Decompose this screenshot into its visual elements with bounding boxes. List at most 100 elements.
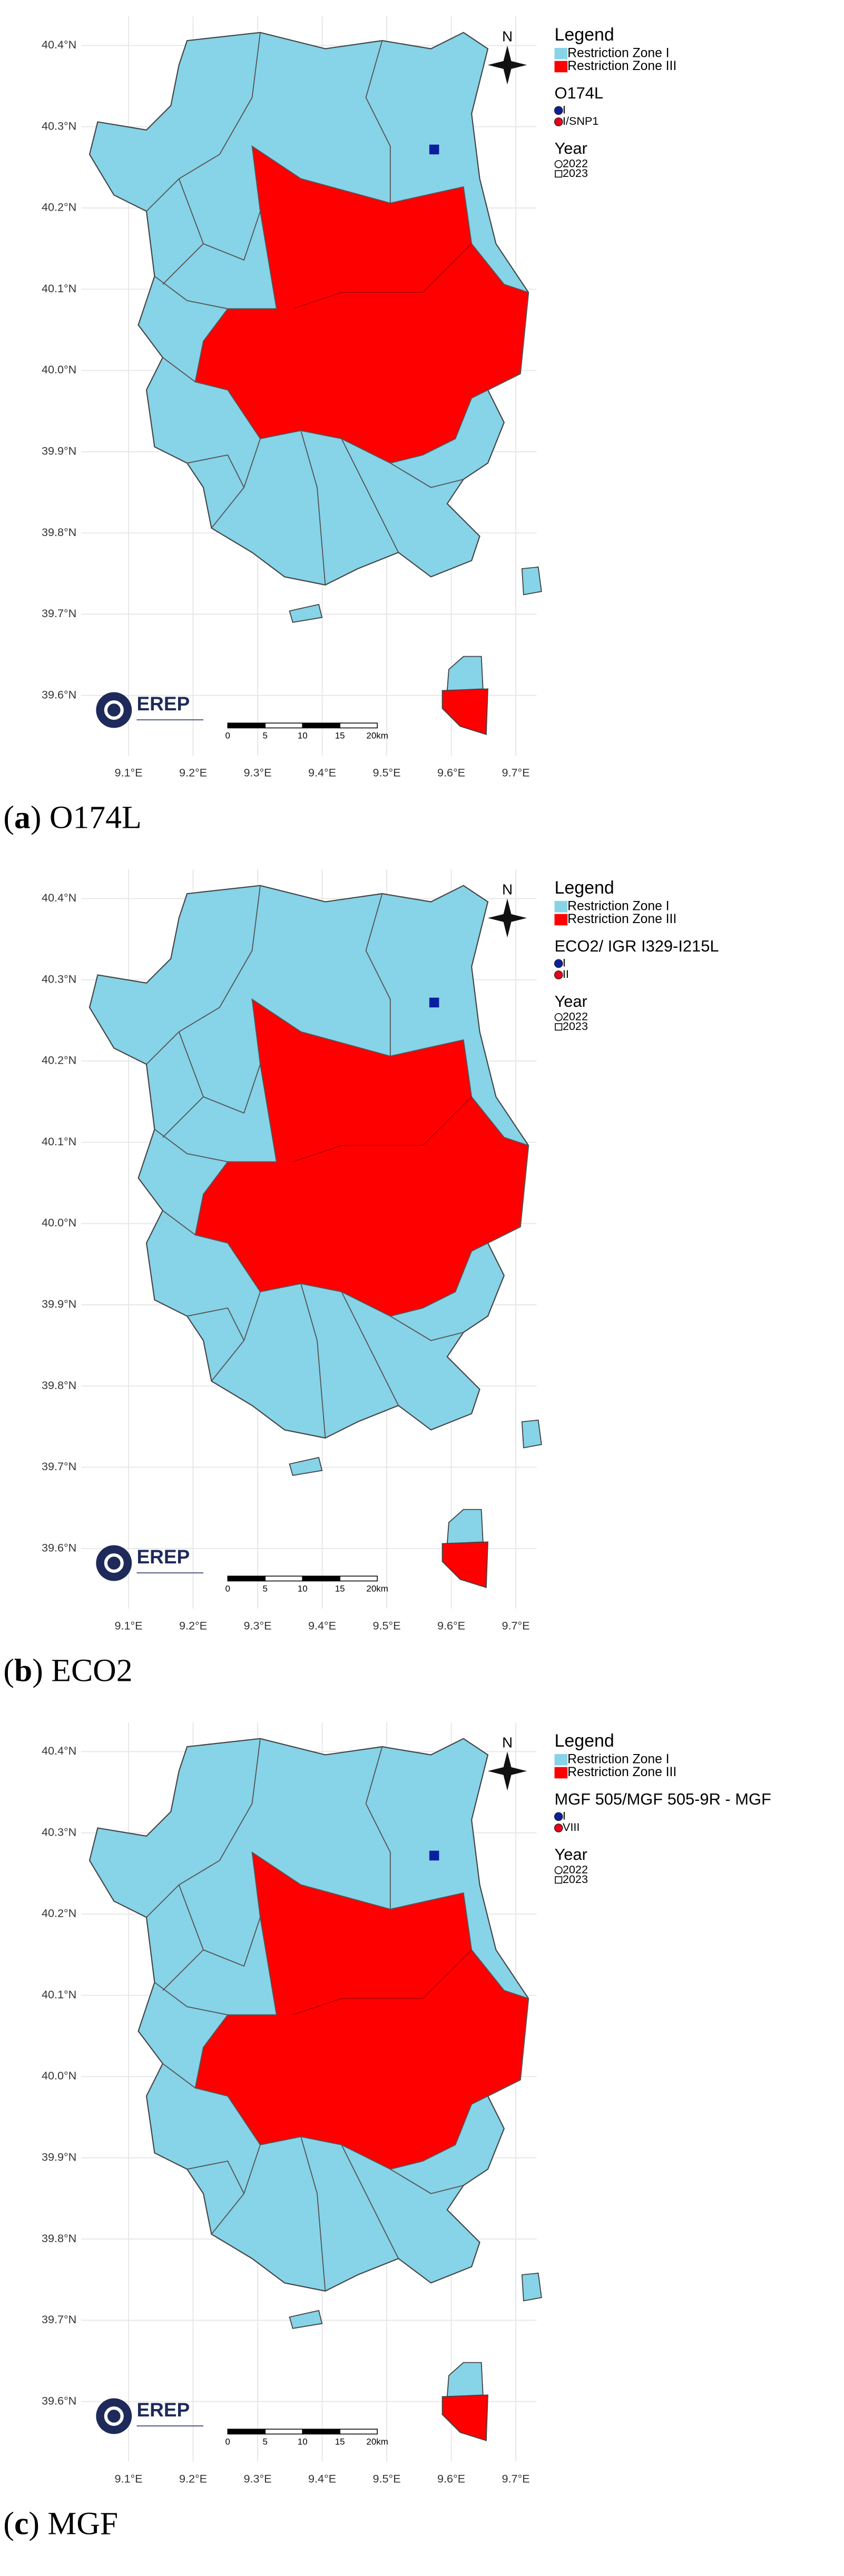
municipal-border	[146, 885, 261, 1065]
lat-label: 40.1°N	[42, 282, 76, 295]
logo-mark	[104, 1553, 124, 1573]
legend-swatch	[554, 48, 568, 60]
logo-mark	[104, 2406, 124, 2426]
lat-label: 40.2°N	[42, 201, 76, 214]
map-panel: 40.4°N 40.3°N 40.2°N 40.1°N 40.0°N 39.9°N 39.8…	[3, 1722, 771, 2541]
caption: (a) O174L	[3, 799, 141, 835]
legend-point	[554, 1824, 563, 1832]
lon-label: 9.4°E	[308, 766, 336, 779]
scale-bar-segment	[264, 2429, 303, 2435]
legend-label: I	[563, 103, 566, 116]
lon-label: 9.6°E	[437, 2472, 465, 2485]
legend-label: 2022	[563, 1009, 588, 1023]
legend-swatch	[554, 61, 568, 73]
scale-label: 5	[263, 2436, 268, 2446]
legend-title: Legend	[554, 25, 614, 45]
lon-label: 9.2°E	[179, 2472, 207, 2485]
legend-label: VIII	[563, 1820, 580, 1834]
lon-label: 9.5°E	[373, 1619, 401, 1632]
lon-label: 9.3°E	[244, 1619, 272, 1632]
legend-swatch	[554, 1754, 568, 1766]
lon-label: 9.4°E	[308, 2472, 336, 2485]
lat-label: 39.8°N	[42, 2232, 76, 2245]
legend-label: Restriction Zone III	[567, 59, 676, 73]
municipal-border	[154, 1981, 228, 2016]
municipal-border	[187, 1307, 244, 1341]
legend-label: I	[563, 1809, 566, 1822]
legend-label: Restriction Zone III	[567, 912, 676, 926]
legend-label: 2022	[563, 156, 588, 170]
lon-label: 9.7°E	[502, 1619, 530, 1632]
scale-label: 10	[298, 1583, 308, 1593]
lat-label: 39.6°N	[42, 2394, 76, 2407]
legend-label: Restriction Zone I	[567, 899, 669, 913]
lat-label: 40.0°N	[42, 2069, 76, 2082]
island	[289, 1457, 323, 1476]
scale-bar-segment	[264, 1576, 303, 1582]
municipal-border	[300, 2136, 326, 2291]
lat-label: 39.7°N	[42, 1460, 76, 1473]
caption-part: a	[14, 799, 31, 835]
scale-bar-segment	[302, 2429, 340, 2435]
municipal-border	[146, 32, 261, 212]
logo-text: EREP	[136, 2399, 190, 2421]
logo-mark	[96, 1545, 132, 1581]
municipal-border	[341, 1291, 399, 1406]
lat-label: 39.7°N	[42, 2313, 76, 2326]
legend-point	[555, 1876, 563, 1884]
lat-label: 40.4°N	[42, 1744, 76, 1757]
legend-label: 2023	[563, 1019, 588, 1033]
municipal-border	[187, 2160, 244, 2194]
municipal-border	[162, 357, 196, 382]
logo-text: EREP	[136, 1545, 190, 1568]
municipal-border	[211, 2144, 261, 2235]
lat-label: 39.8°N	[42, 1379, 76, 1392]
scale-label: 0	[225, 1583, 230, 1593]
lat-label: 40.4°N	[42, 38, 76, 51]
legend-label: II	[563, 967, 569, 980]
legend-point	[555, 1023, 563, 1031]
scale-label: 0	[225, 730, 230, 740]
legend-point	[554, 959, 563, 968]
municipal-border	[390, 462, 464, 488]
legend-point	[554, 970, 563, 979]
municipal-border	[300, 430, 326, 585]
lat-label: 39.7°N	[42, 607, 76, 620]
municipal-border	[162, 1210, 196, 1235]
municipal-border	[187, 454, 244, 488]
logo-mark	[104, 700, 124, 720]
island	[521, 566, 542, 596]
municipal-border	[211, 1291, 261, 1382]
municipal-border	[365, 40, 391, 203]
municipal-border	[154, 1128, 228, 1163]
scale-label: 10	[298, 2436, 308, 2446]
scale-bar-segment	[339, 2429, 378, 2435]
island	[289, 603, 323, 623]
year-title: Year	[554, 992, 587, 1010]
caption: (b) ECO2	[3, 1652, 132, 1688]
lon-label: 9.6°E	[437, 766, 465, 779]
municipal-border	[300, 1283, 326, 1438]
zone-iii-area	[194, 145, 529, 464]
scale-label: 15	[335, 2436, 345, 2446]
north-arrow	[487, 913, 527, 923]
municipal-border	[292, 243, 472, 309]
north-label: N	[502, 1734, 513, 1750]
legend-label: I/SNP1	[563, 114, 598, 127]
year-title: Year	[554, 139, 587, 157]
scale-label: 10	[298, 730, 308, 740]
legend-label: Restriction Zone III	[567, 1765, 676, 1779]
logo-text: EREP	[136, 692, 190, 715]
caption-part: )	[28, 2505, 40, 2541]
legend-point	[554, 106, 563, 115]
municipal-border	[162, 2063, 196, 2088]
legend-point	[554, 1812, 563, 1821]
municipal-border	[390, 2168, 464, 2194]
lat-label: 39.6°N	[42, 688, 76, 701]
caption-part: ECO2	[51, 1652, 132, 1688]
municipal-border	[203, 1917, 261, 1967]
legend-swatch	[554, 901, 568, 913]
scale-bar-segment	[227, 722, 266, 729]
outbreak-marker	[429, 144, 439, 155]
legend-point	[555, 170, 563, 178]
